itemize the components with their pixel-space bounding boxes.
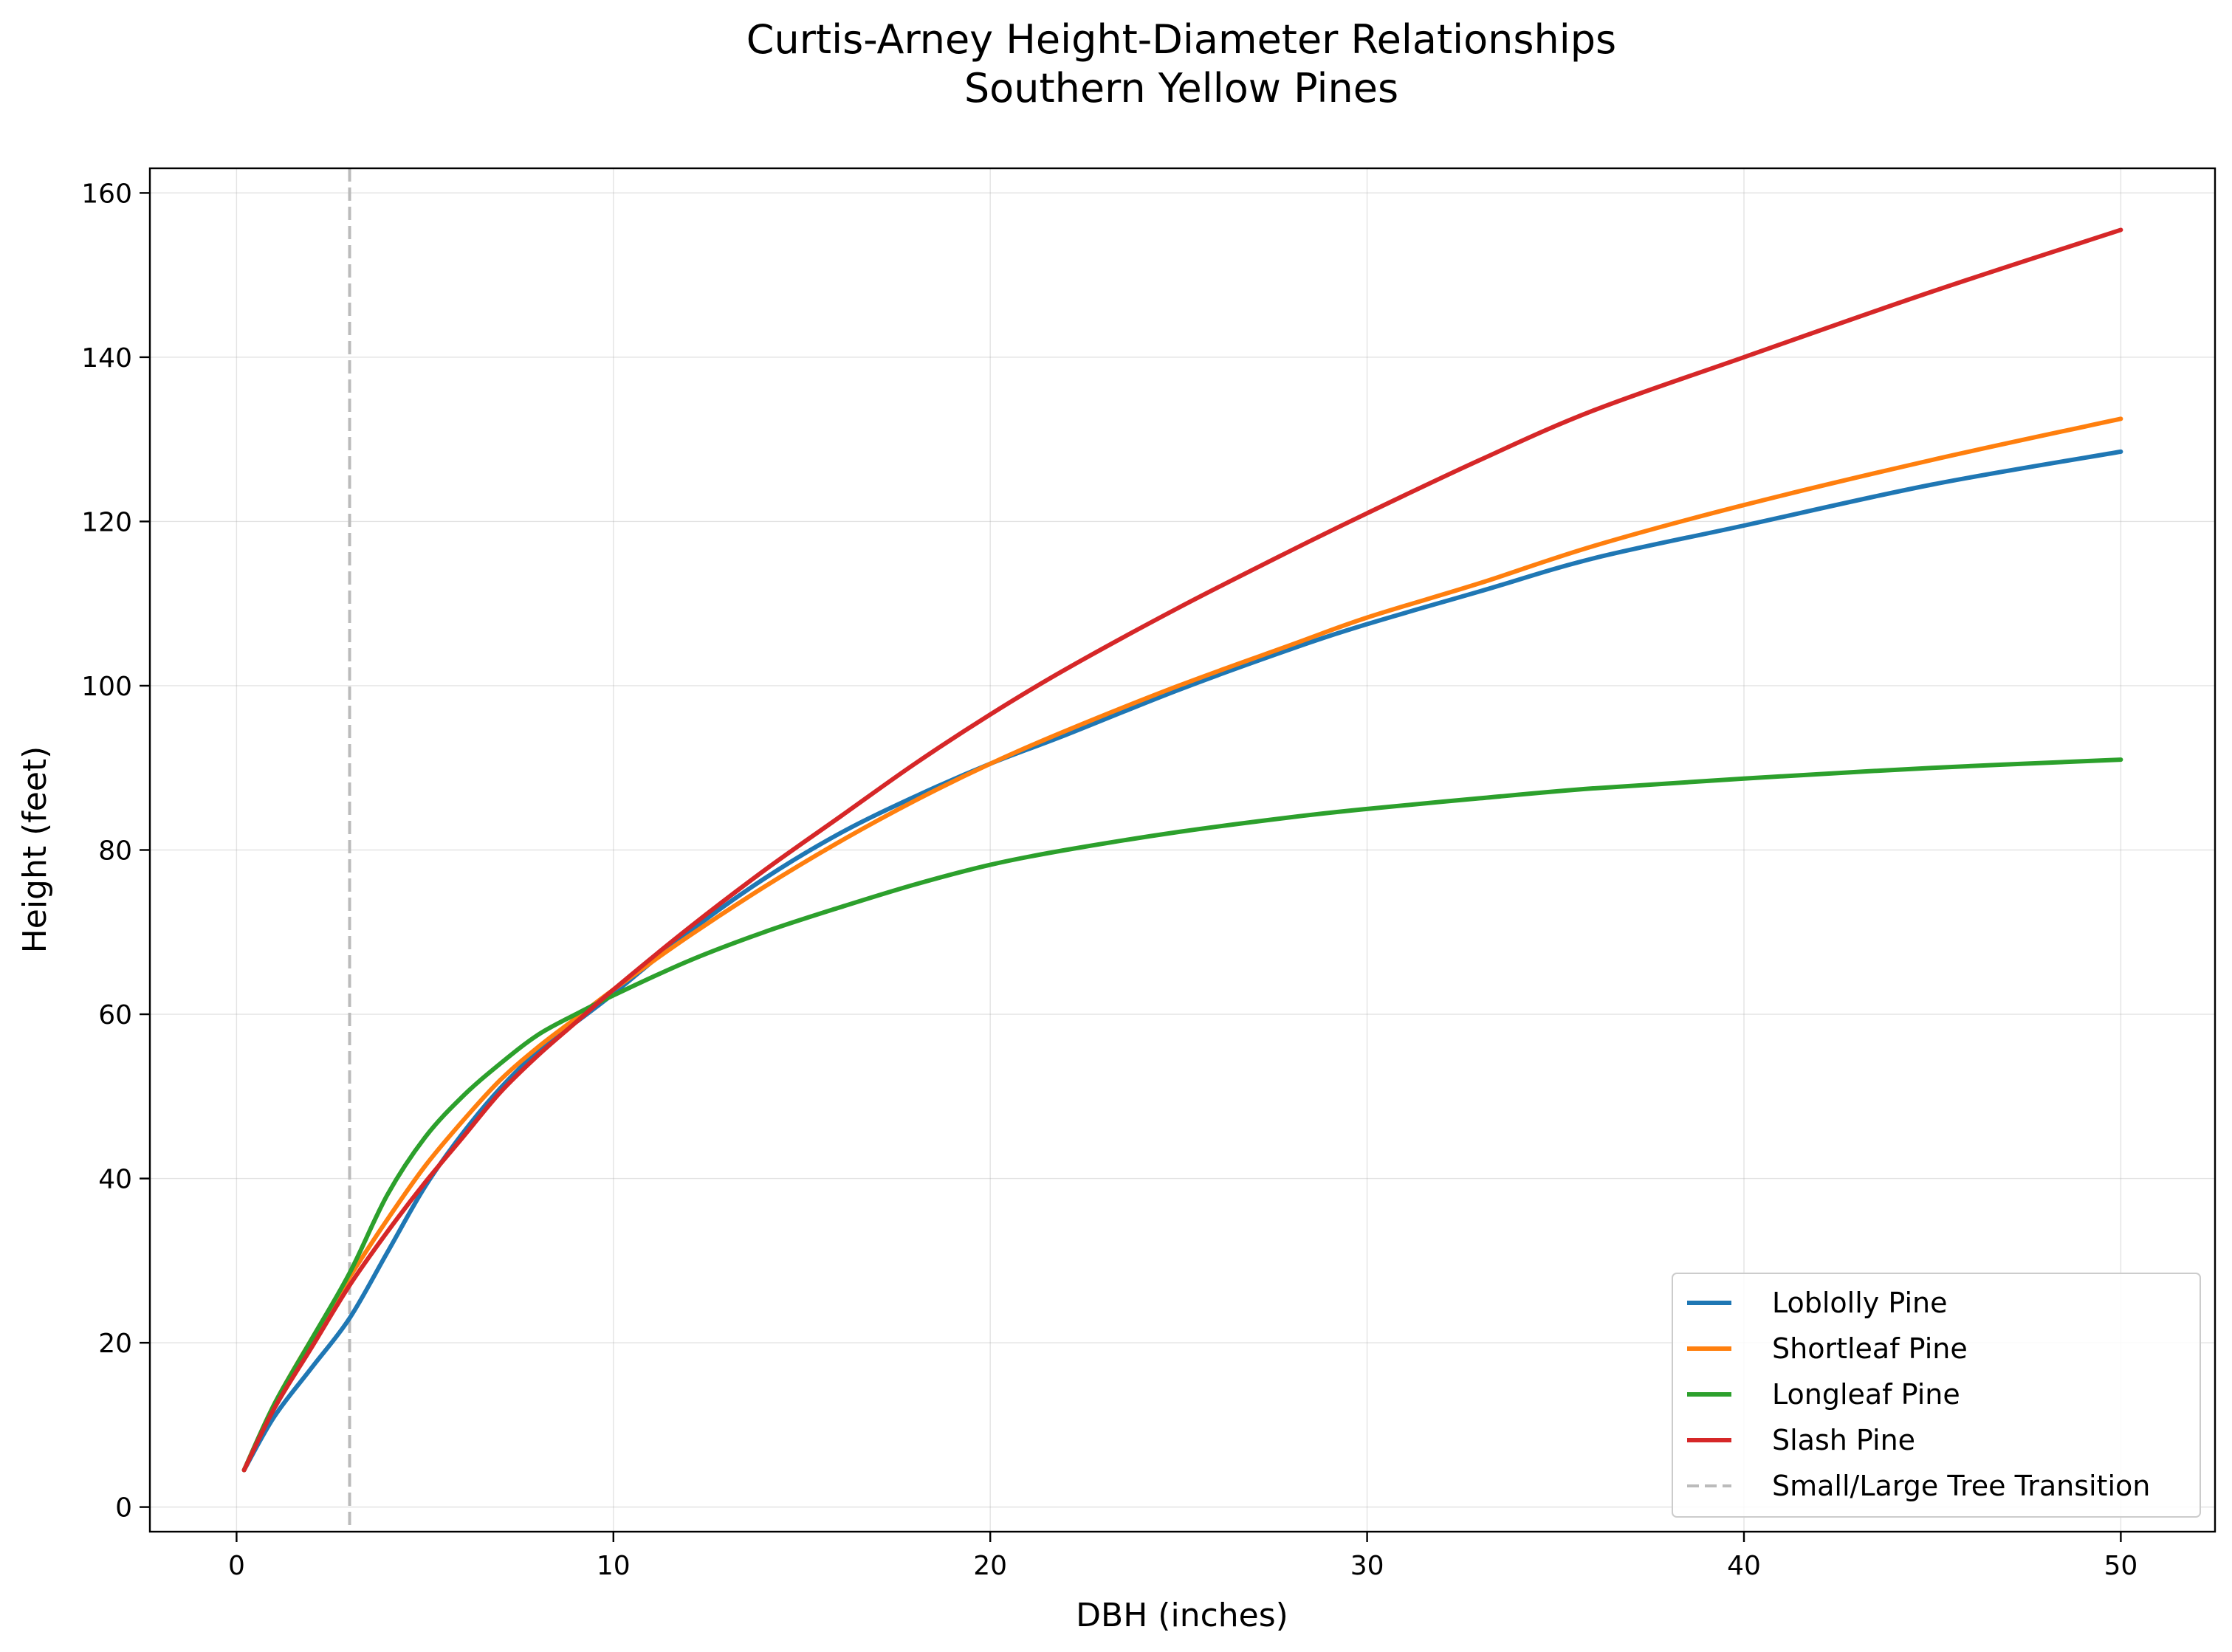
y-tick-label: 160 xyxy=(81,179,132,209)
y-tick-label: 80 xyxy=(98,836,132,867)
y-tick-label: 100 xyxy=(81,672,132,702)
x-tick-label: 10 xyxy=(597,1551,631,1581)
y-axis-label: Height (feet) xyxy=(16,746,54,954)
x-tick-label: 40 xyxy=(1727,1551,1761,1581)
y-tick-label: 140 xyxy=(81,343,132,374)
legend: Loblolly Pine Shortleaf Pine Longleaf Pine… xyxy=(1672,1273,2200,1517)
y-tick-label: 0 xyxy=(115,1493,132,1524)
x-tick-label: 30 xyxy=(1350,1551,1384,1581)
legend-label-longleaf-pine: Longleaf Pine xyxy=(1772,1378,1960,1411)
chart-subtitle: Southern Yellow Pines xyxy=(964,65,1398,111)
y-tick-label: 60 xyxy=(98,1000,132,1030)
legend-label-loblolly-pine: Loblolly Pine xyxy=(1772,1287,1947,1319)
legend-label-small-large-tree-transition: Small/Large Tree Transition xyxy=(1772,1470,2150,1502)
x-axis-label: DBH (inches) xyxy=(1076,1597,1288,1634)
chart-title: Curtis-Arney Height-Diameter Relationshi… xyxy=(746,16,1616,63)
y-tick-label: 20 xyxy=(98,1329,132,1359)
y-tick-label: 40 xyxy=(98,1165,132,1195)
legend-label-slash-pine: Slash Pine xyxy=(1772,1424,1915,1456)
x-tick-label: 50 xyxy=(2104,1551,2137,1581)
x-tick-label: 20 xyxy=(973,1551,1007,1581)
legend-label-shortleaf-pine: Shortleaf Pine xyxy=(1772,1332,1968,1365)
y-tick-label: 120 xyxy=(81,507,132,537)
x-tick-label: 0 xyxy=(228,1551,245,1581)
